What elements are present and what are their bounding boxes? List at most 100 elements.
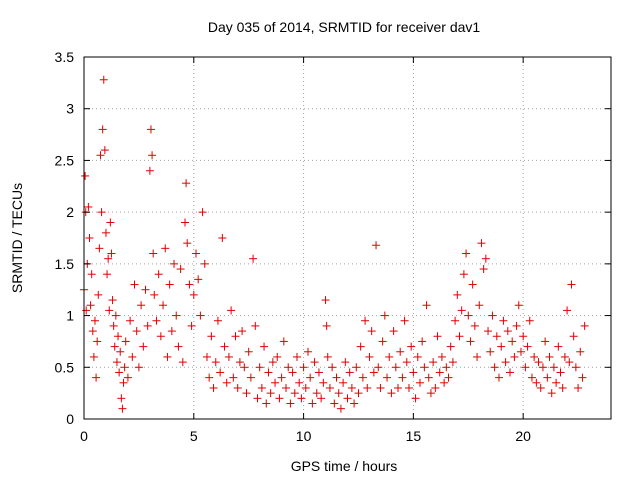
data-point (121, 337, 130, 346)
data-point (242, 389, 251, 398)
data-point (85, 234, 94, 242)
data-point (194, 275, 203, 284)
y-tick-label: 1 (66, 308, 74, 324)
y-tick-label: 2.5 (55, 152, 75, 168)
data-point (110, 342, 119, 351)
data-point (222, 378, 231, 387)
data-point (132, 327, 141, 336)
data-point (358, 373, 367, 382)
data-point (367, 327, 376, 336)
data-point (385, 352, 394, 361)
data-point (297, 394, 306, 403)
data-point (119, 378, 128, 387)
data-point (464, 311, 473, 320)
data-point (82, 306, 91, 315)
data-point (253, 394, 262, 403)
data-point (543, 373, 552, 382)
data-point (244, 347, 253, 356)
data-point (92, 373, 101, 382)
data-point (240, 363, 249, 372)
data-point (213, 316, 222, 325)
data-point (554, 342, 563, 351)
data-point (233, 383, 242, 392)
data-point (264, 368, 273, 377)
data-point (426, 389, 435, 398)
data-point (312, 389, 321, 398)
data-point (114, 332, 123, 341)
data-point (325, 383, 334, 392)
data-point (185, 280, 194, 289)
data-point (525, 316, 534, 325)
data-point (516, 347, 525, 356)
data-point (420, 363, 429, 372)
data-point (563, 306, 572, 315)
data-point (107, 249, 116, 258)
data-point (161, 244, 170, 253)
data-point (109, 321, 118, 330)
data-point (117, 394, 126, 403)
data-point (200, 259, 209, 268)
data-point (118, 404, 127, 413)
data-point (130, 280, 139, 289)
data-point (488, 311, 497, 320)
data-point (347, 383, 356, 392)
data-point (176, 265, 185, 274)
data-point (514, 301, 523, 310)
data-point (100, 146, 109, 155)
data-point (387, 389, 396, 398)
data-point (273, 352, 282, 361)
data-point (473, 352, 482, 361)
data-point (266, 389, 275, 398)
data-point (468, 280, 477, 289)
data-point (93, 337, 102, 346)
data-point (413, 352, 422, 361)
data-point (532, 378, 541, 387)
data-point (398, 373, 407, 382)
data-point (165, 280, 174, 289)
data-point (372, 241, 381, 250)
y-tick-label: 0 (66, 411, 74, 427)
data-point (295, 378, 304, 387)
data-point (288, 368, 297, 377)
data-point (211, 358, 220, 367)
data-point (334, 389, 343, 398)
data-point (389, 327, 398, 336)
data-point (163, 352, 172, 361)
data-point (84, 202, 93, 211)
data-point (361, 316, 370, 325)
data-point (104, 254, 113, 263)
data-point (459, 270, 468, 279)
data-point (95, 244, 104, 253)
data-point (446, 342, 455, 351)
data-point (356, 342, 365, 351)
data-points (80, 75, 589, 413)
data-point (154, 270, 163, 279)
data-point (159, 301, 168, 310)
data-point (249, 254, 258, 263)
data-point (227, 306, 236, 315)
data-point (424, 373, 433, 382)
data-point (90, 316, 99, 325)
data-point (354, 389, 363, 398)
x-tick-label: 10 (296, 428, 312, 444)
x-tick-label: 15 (406, 428, 422, 444)
data-point (479, 265, 488, 274)
data-point (292, 352, 301, 361)
data-point (415, 378, 424, 387)
data-point (519, 332, 528, 341)
data-point (271, 378, 280, 387)
data-point (470, 321, 479, 330)
data-point (196, 311, 205, 320)
data-point (149, 249, 158, 258)
data-point (352, 363, 361, 372)
data-point (94, 290, 103, 299)
data-point (317, 394, 326, 403)
data-point (205, 373, 214, 382)
y-tick-label: 0.5 (55, 359, 75, 375)
data-point (336, 404, 345, 413)
x-axis-label: GPS time / hours (291, 458, 398, 474)
data-point (141, 285, 150, 294)
data-point (209, 383, 218, 392)
data-point (150, 290, 159, 299)
data-point (134, 363, 143, 372)
